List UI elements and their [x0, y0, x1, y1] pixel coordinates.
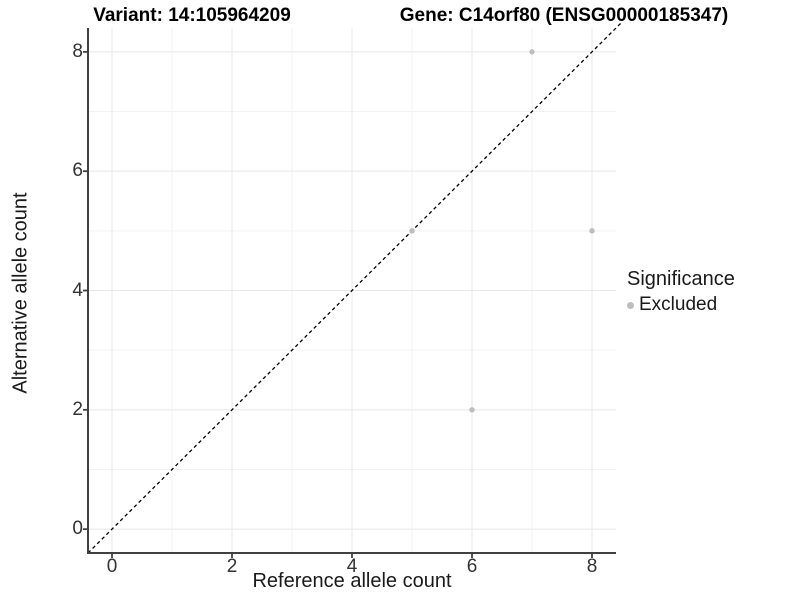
x-tick-label: 0 [106, 556, 118, 577]
data-point [409, 228, 415, 234]
legend-title: Significance [627, 268, 735, 290]
x-tick-label: 2 [226, 556, 238, 577]
axis-tick-marks [83, 50, 593, 558]
x-tick-label: 4 [346, 556, 358, 577]
y-tick-label: 8 [72, 40, 83, 62]
legend: Significance Excluded [627, 268, 735, 316]
data-points [409, 49, 595, 413]
legend-item-label: Excluded [639, 294, 718, 315]
data-point [469, 407, 475, 413]
plot-title-variant: Variant: 14:105964209 [93, 5, 291, 26]
identity-line [87, 21, 623, 554]
plot-title-gene: Gene: C14orf80 (ENSG00000185347) [399, 5, 729, 26]
y-tick-label: 6 [72, 160, 83, 182]
y-tick-label: 0 [72, 518, 83, 540]
x-tick-label: 8 [586, 556, 598, 577]
y-axis-title: Alternative allele count [9, 192, 32, 394]
data-point [529, 49, 535, 55]
plot-panel [83, 21, 623, 558]
data-point [589, 228, 595, 234]
y-tick-label: 4 [72, 279, 83, 301]
legend-key-dot-icon [627, 301, 634, 309]
identity-reference-line [87, 21, 623, 554]
x-tick-label: 6 [466, 556, 478, 577]
x-axis-title: Reference allele count [252, 570, 452, 592]
legend-item-excluded: Excluded [627, 294, 735, 316]
y-tick-label: 2 [72, 398, 83, 420]
